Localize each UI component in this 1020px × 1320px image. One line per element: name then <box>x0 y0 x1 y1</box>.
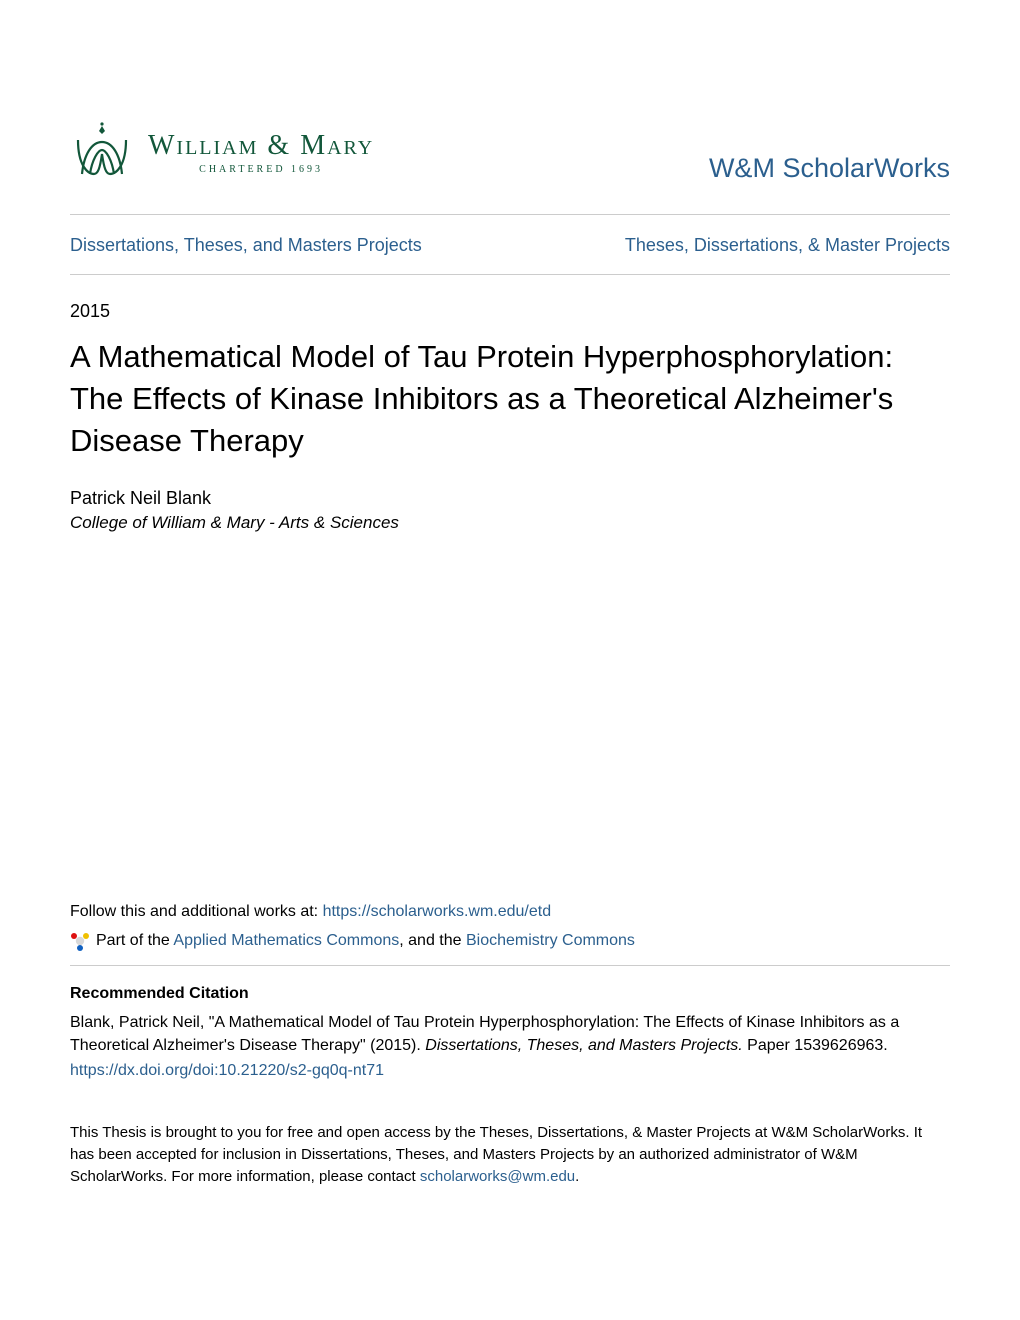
charter-line: CHARTERED 1693 <box>148 164 374 175</box>
publication-year: 2015 <box>70 301 950 322</box>
contact-email-link[interactable]: scholarworks@wm.edu <box>420 1168 575 1185</box>
etd-url-link[interactable]: https://scholarworks.wm.edu/etd <box>323 903 552 920</box>
header-row: William & Mary CHARTERED 1693 W&M Schola… <box>70 120 950 214</box>
divider-nav <box>70 274 950 275</box>
citation-heading: Recommended Citation <box>70 982 950 1005</box>
author-affiliation: College of William & Mary - Arts & Scien… <box>70 513 950 533</box>
citation-series-italic: Dissertations, Theses, and Masters Proje… <box>425 1037 742 1054</box>
breadcrumb-row: Dissertations, Theses, and Masters Proje… <box>70 215 950 274</box>
footer-text-post: . <box>575 1168 579 1185</box>
collection-link[interactable]: Dissertations, Theses, and Masters Proje… <box>70 235 422 256</box>
logo-text-block: William & Mary CHARTERED 1693 <box>148 130 374 175</box>
institution-logo-block: William & Mary CHARTERED 1693 <box>70 120 374 184</box>
institution-wordmark: William & Mary <box>148 130 374 162</box>
follow-section: Follow this and additional works at: htt… <box>70 903 950 1188</box>
access-statement: This Thesis is brought to you for free a… <box>70 1122 950 1187</box>
repository-name-link[interactable]: W&M ScholarWorks <box>709 153 950 184</box>
divider-citation <box>70 965 950 966</box>
follow-line: Follow this and additional works at: htt… <box>70 903 950 921</box>
citation-post: Paper 1539626963. <box>743 1037 888 1054</box>
author-name: Patrick Neil Blank <box>70 488 950 509</box>
citation-block: Recommended Citation Blank, Patrick Neil… <box>70 982 950 1083</box>
doi-link[interactable]: https://dx.doi.org/doi:10.21220/s2-gq0q-… <box>70 1062 384 1079</box>
follow-prefix: Follow this and additional works at: <box>70 903 323 920</box>
paper-title: A Mathematical Model of Tau Protein Hype… <box>70 336 950 462</box>
partof-line: Part of the Applied Mathematics Commons,… <box>70 931 950 951</box>
network-icon <box>70 931 90 951</box>
commons-link-2[interactable]: Biochemistry Commons <box>466 932 635 949</box>
partof-joiner: , and the <box>399 932 466 949</box>
citation-text: Blank, Patrick Neil, "A Mathematical Mod… <box>70 1011 950 1057</box>
cover-page: William & Mary CHARTERED 1693 W&M Schola… <box>0 0 1020 1320</box>
commons-link-1[interactable]: Applied Mathematics Commons <box>173 932 399 949</box>
series-link[interactable]: Theses, Dissertations, & Master Projects <box>625 235 950 256</box>
wm-cipher-icon <box>70 120 134 184</box>
doi-line: https://dx.doi.org/doi:10.21220/s2-gq0q-… <box>70 1059 950 1082</box>
partof-prefix: Part of the <box>96 932 173 949</box>
